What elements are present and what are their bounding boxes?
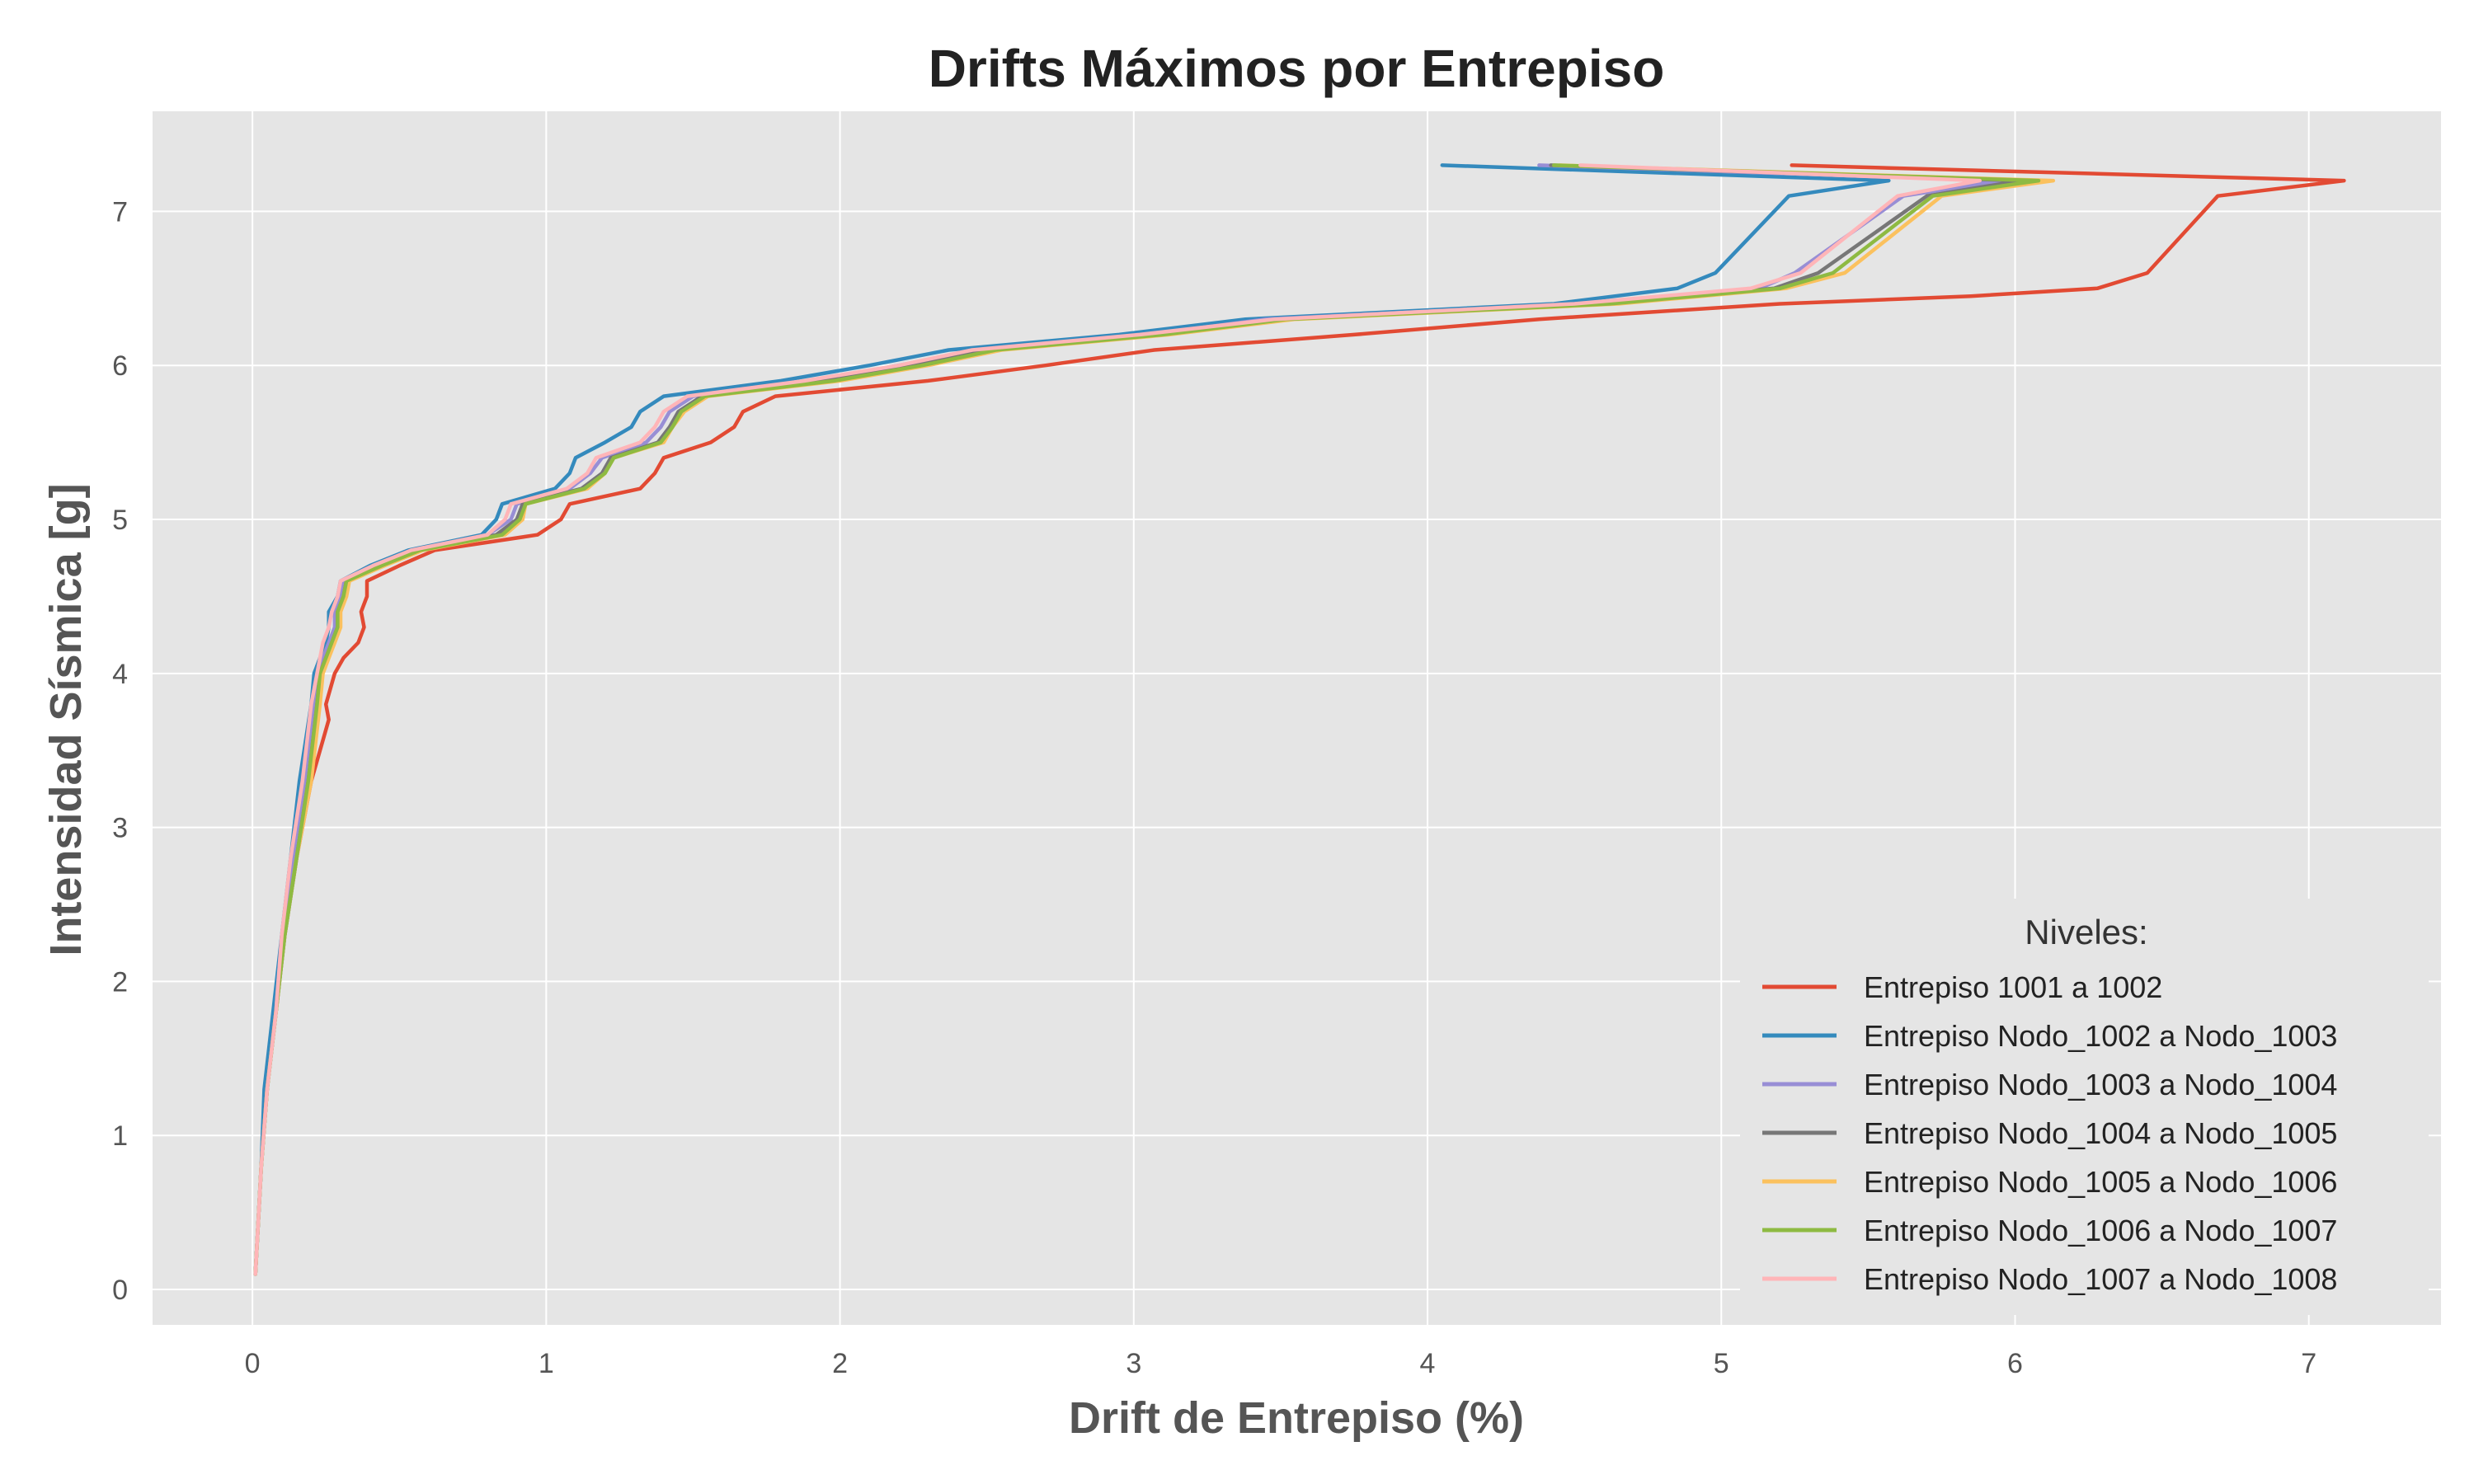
legend-frame	[1740, 899, 2429, 1315]
x-tick-label: 0	[245, 1348, 261, 1379]
series-line-2	[253, 163, 1891, 1276]
legend-entry: Entrepiso Nodo_1006 a Nodo_1007	[1864, 1214, 2337, 1247]
legend[interactable]: Niveles: Entrepiso 1001 a 1002Entrepiso …	[1740, 899, 2429, 1315]
legend-entry: Entrepiso Nodo_1007 a Nodo_1008	[1864, 1262, 2337, 1296]
series-line-1	[253, 163, 2346, 1276]
series-group	[253, 163, 2346, 1276]
x-tick-label: 6	[2007, 1348, 2023, 1379]
chart-title: Drifts Máximos por Entrepiso	[929, 39, 1665, 98]
y-tick-label: 6	[112, 350, 128, 382]
y-tick-label: 5	[112, 505, 128, 536]
legend-entry: Entrepiso Nodo_1004 a Nodo_1005	[1864, 1116, 2337, 1150]
legend-title: Niveles:	[2025, 913, 2147, 951]
series-line-7	[253, 163, 1982, 1276]
y-tick-label: 0	[112, 1275, 128, 1306]
y-tick-label: 4	[112, 659, 128, 690]
legend-entry: Entrepiso Nodo_1005 a Nodo_1006	[1864, 1165, 2337, 1199]
x-tick-label: 1	[539, 1348, 554, 1379]
y-tick-label: 2	[112, 966, 128, 998]
y-tick-label: 7	[112, 196, 128, 228]
x-axis-label: Drift de Entrepiso (%)	[1069, 1393, 1524, 1443]
x-tick-label: 3	[1126, 1348, 1141, 1379]
legend-entry: Entrepiso Nodo_1002 a Nodo_1003	[1864, 1019, 2337, 1053]
ticks: 0 1 2 3 4 5 6 7 0 1 2 3 4 5 6 7	[112, 196, 2316, 1379]
x-tick-label: 2	[832, 1348, 848, 1379]
x-tick-label: 5	[1714, 1348, 1729, 1379]
y-tick-label: 3	[112, 813, 128, 844]
x-tick-label: 4	[1420, 1348, 1436, 1379]
y-tick-label: 1	[112, 1120, 128, 1152]
legend-entry: Entrepiso 1001 a 1002	[1864, 970, 2162, 1004]
x-tick-label: 7	[2301, 1348, 2316, 1379]
legend-entry: Entrepiso Nodo_1003 a Nodo_1004	[1864, 1068, 2337, 1101]
legend-items: Entrepiso 1001 a 1002 Entrepiso Nodo_1002…	[1762, 970, 2337, 1296]
y-axis-label: Intensidad Sísmica [g]	[41, 483, 91, 956]
